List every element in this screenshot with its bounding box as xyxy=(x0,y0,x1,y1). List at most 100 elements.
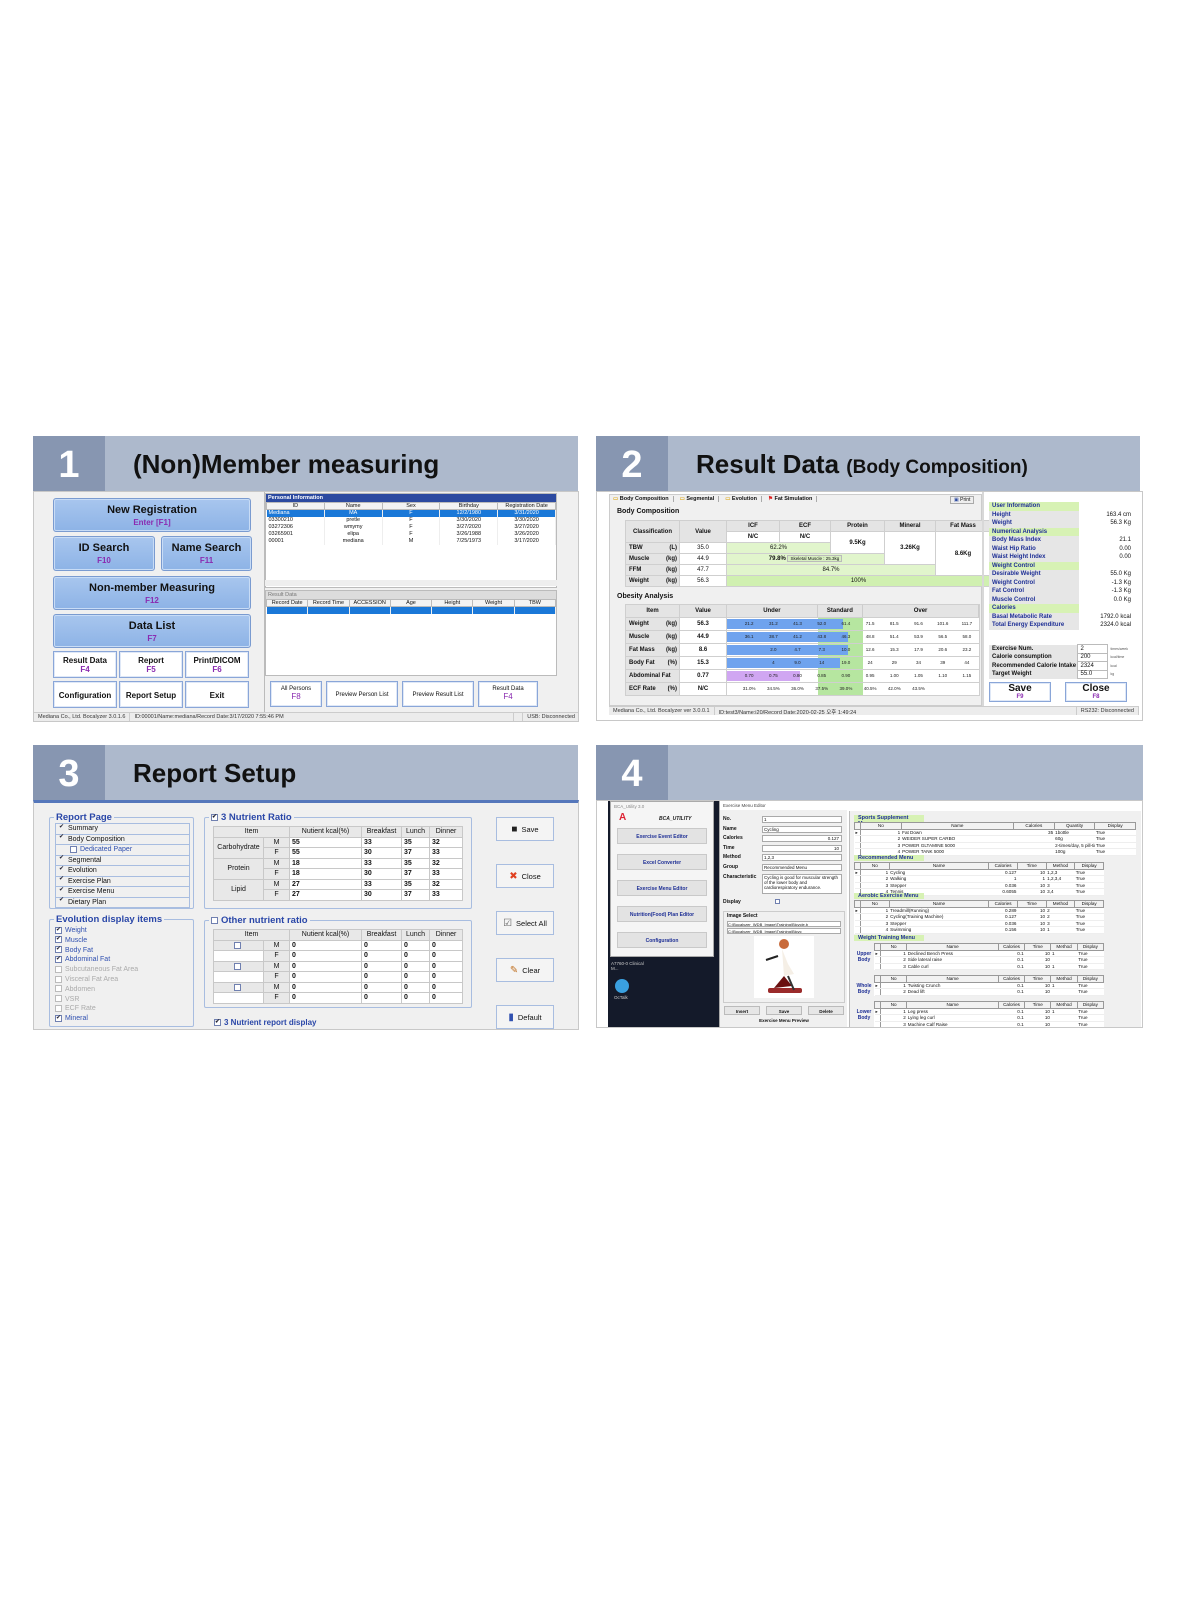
value-input[interactable]: 0 xyxy=(289,981,362,993)
image-path-input[interactable]: C:\Bocalyzer_WDB_Image\Training\Bicycle.… xyxy=(727,921,841,927)
value-input[interactable]: 0 xyxy=(429,950,463,962)
checkbox[interactable]: ✔ xyxy=(55,926,62,934)
item-name-input[interactable] xyxy=(213,992,264,1004)
delete-button[interactable]: Delete xyxy=(808,1006,844,1015)
value-input[interactable]: 33 xyxy=(361,857,402,869)
value-input[interactable]: 0 xyxy=(361,992,402,1004)
button-result-data[interactable]: Result Data F4 xyxy=(53,651,117,678)
value-input[interactable]: 0 xyxy=(289,950,362,962)
table-row[interactable]: 3 Stepper 0.036 10 3 True xyxy=(854,882,1104,889)
default-button[interactable]: ▮ Default xyxy=(496,1005,554,1029)
field-input[interactable]: 1 xyxy=(762,816,842,823)
evolution-item[interactable]: ✔ Abdominal Fat xyxy=(55,955,138,965)
value-input[interactable]: 30 xyxy=(361,889,402,901)
evolution-item[interactable]: Subcutaneous Fat Area xyxy=(55,965,138,975)
table-row[interactable]: ▸ 1 Twisting Crunch 0.1 10 1 True xyxy=(874,982,1104,989)
value-input[interactable]: 18 xyxy=(289,857,362,869)
value-input[interactable]: 37 xyxy=(401,868,430,880)
value-input[interactable]: 33 xyxy=(429,868,463,880)
table-row[interactable]: 2 Walking 1 1 1,2,3,4 True xyxy=(854,875,1104,883)
report-display-toggle[interactable]: ✔ 3 Nutrient report display xyxy=(214,1018,317,1027)
field-input[interactable]: 0.127 xyxy=(762,835,842,842)
menu-grid[interactable]: No Name Calories Quantity Display ▸ 1 Fat Down 3… xyxy=(854,822,1136,856)
value-input[interactable]: 33 xyxy=(429,847,463,859)
button-non-member-measuring[interactable]: Non-member Measuring F12 xyxy=(53,576,251,610)
value-input[interactable]: 0 xyxy=(361,971,402,983)
value-input[interactable]: 0 xyxy=(429,992,463,1004)
evolution-item[interactable]: Visceral Fat Area xyxy=(55,975,138,985)
checkbox[interactable]: ✔ xyxy=(58,897,65,904)
value-input[interactable]: 55 xyxy=(289,847,362,859)
utility-button[interactable]: Exercise Event Editor xyxy=(617,828,707,844)
table-row[interactable]: Mediana MA F 12/2/1980 3/31/2020 xyxy=(266,509,556,517)
value-input[interactable]: 30 xyxy=(361,868,402,880)
utility-button[interactable]: Exercise Menu Editor xyxy=(617,880,707,896)
field-input[interactable]: 10 xyxy=(762,844,842,852)
value-input[interactable]: 33 xyxy=(429,889,463,901)
item-name-input[interactable] xyxy=(213,971,264,983)
value-input[interactable]: 0 xyxy=(289,971,362,983)
checkbox[interactable] xyxy=(55,1005,62,1013)
table-row[interactable]: 00001 mediana M 7/25/1973 3/17/2020 xyxy=(266,537,556,545)
value-input[interactable]: 0 xyxy=(289,960,362,972)
button-new-registration[interactable]: New Registration Enter [F1] xyxy=(53,498,251,532)
report-page-item[interactable]: ✔ Exercise Menu xyxy=(56,887,189,898)
checkbox[interactable] xyxy=(55,985,62,993)
button-preview-result-list[interactable]: Preview Result List xyxy=(402,681,474,707)
evolution-item[interactable]: ✔ Mineral xyxy=(55,1014,138,1024)
print-button[interactable]: ▣ Print xyxy=(950,496,975,504)
tab-evolution[interactable]: ▭ Evolution xyxy=(725,496,762,502)
menu-grid[interactable]: No Name Calories Time Method Display ▸ 1 Leg pre… xyxy=(874,1001,1105,1027)
evolution-item[interactable]: VSR xyxy=(55,995,138,1005)
item-checkbox-cell[interactable] xyxy=(213,981,264,993)
checkbox[interactable] xyxy=(70,845,77,853)
table-row[interactable]: ▸ 1 Cycling 0.127 10 1,2,3 True xyxy=(854,869,1104,876)
value-input[interactable]: 0 xyxy=(429,971,463,983)
field-input[interactable]: Cycling xyxy=(762,825,842,833)
button-result-data[interactable]: Result Data F4 xyxy=(478,681,538,707)
item-checkbox-cell[interactable] xyxy=(213,960,264,972)
setting-value[interactable]: 55.0 xyxy=(1076,669,1108,679)
evolution-item[interactable]: ECF Rate xyxy=(55,1004,138,1014)
table-row[interactable]: 3 Stepper 0.036 10 3 True xyxy=(854,920,1104,927)
result-data-grid[interactable]: Result Data Record Date Record Time ACCESS… xyxy=(265,590,557,676)
value-input[interactable]: 0 xyxy=(289,992,362,1004)
setting-value[interactable]: 2324 xyxy=(1076,661,1108,671)
checkbox[interactable] xyxy=(233,962,241,970)
button-report-setup[interactable]: Report Setup xyxy=(119,681,183,708)
button-preview-person-list[interactable]: Preview Person List xyxy=(326,681,398,707)
value-input[interactable]: 0 xyxy=(429,939,463,951)
button-exit[interactable]: Exit xyxy=(185,681,249,708)
button-print-dicom[interactable]: Print/DICOM F6 xyxy=(185,651,249,678)
personal-information-grid[interactable]: Personal Information ID Name Sex Birthday Re… xyxy=(265,493,557,588)
value-input[interactable]: 18 xyxy=(289,868,362,880)
checkbox[interactable]: ✔ xyxy=(58,834,65,841)
table-row[interactable]: ▸ 1 Treadmill(Running) 0.289 10 2 True xyxy=(854,907,1104,914)
setting-value[interactable]: 200 xyxy=(1076,652,1108,662)
value-input[interactable]: 0 xyxy=(429,960,463,972)
menu-grid[interactable]: No Name Calories Time Method Display ▸ 1 Twistin… xyxy=(874,975,1105,996)
select-all-button[interactable]: ☑ Select All xyxy=(496,911,554,935)
tab-body-composition[interactable]: ▭ Body Composition xyxy=(613,496,674,502)
checkbox[interactable]: ✔ xyxy=(55,1014,62,1022)
report-page-item[interactable]: ✔ Exercise Plan xyxy=(56,876,189,887)
table-row[interactable]: 03272306 wmymy F 3/27/2020 3/27/2020 xyxy=(266,523,556,531)
evolution-item[interactable]: Abdomen xyxy=(55,985,138,995)
table-row[interactable]: ▸ 1 Declined Bench Press 0.1 10 1 True xyxy=(874,950,1104,957)
checkbox[interactable]: ✔ xyxy=(55,946,62,954)
report-page-item[interactable]: ✔ Body Composition xyxy=(56,834,189,845)
value-input[interactable]: 0 xyxy=(289,939,362,951)
report-page-item[interactable]: Dedicated Paper xyxy=(56,845,189,856)
checkbox[interactable]: ✔ xyxy=(58,823,65,830)
evolution-item[interactable]: ✔ Muscle xyxy=(55,936,138,946)
value-input[interactable]: 0 xyxy=(401,939,430,951)
insert-button[interactable]: Insert xyxy=(724,1006,760,1015)
table-row[interactable]: 2 Cycling(Training Machine) 0.127 10 2 True xyxy=(854,913,1104,921)
value-input[interactable]: 55 xyxy=(289,836,362,848)
field-input[interactable]: Recommended Menu xyxy=(762,863,842,871)
table-row[interactable]: ▸ 1 Leg press 0.1 10 1 True xyxy=(874,1008,1104,1015)
table-row[interactable] xyxy=(266,606,557,614)
report-page-item[interactable]: ✔ Evolution xyxy=(56,866,189,877)
value-input[interactable]: 35 xyxy=(401,857,430,869)
report-page-item[interactable]: ✔ Summary xyxy=(56,824,189,835)
